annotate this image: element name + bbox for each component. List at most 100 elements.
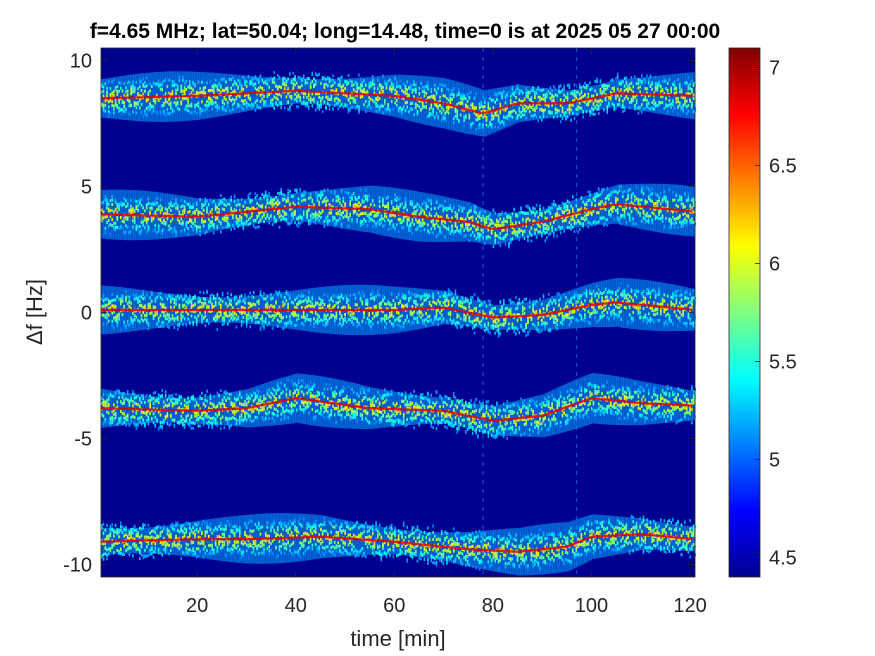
band-speckle: [251, 79, 253, 82]
band-speckle: [347, 216, 350, 220]
band-speckle: [675, 97, 678, 101]
band-speckle: [413, 83, 415, 87]
band-speckle: [509, 215, 512, 219]
band-speckle: [233, 194, 236, 198]
band-speckle: [542, 97, 545, 101]
band-speckle: [142, 219, 144, 223]
band-speckle: [656, 81, 659, 85]
band-speckle: [404, 84, 407, 88]
band-speckle: [106, 221, 108, 224]
band-speckle: [335, 102, 338, 106]
band-speckle: [183, 205, 186, 209]
band-speckle: [411, 220, 414, 224]
band-speckle: [559, 227, 562, 231]
band-speckle: [666, 204, 669, 208]
band-speckle: [139, 78, 141, 82]
band-speckle: [173, 227, 176, 231]
band-speckle: [325, 105, 327, 109]
band-speckle: [530, 226, 533, 230]
band-speckle: [604, 88, 607, 91]
band-speckle: [641, 198, 643, 202]
band-speckle: [373, 82, 376, 86]
band-speckle: [173, 101, 176, 105]
band-speckle: [302, 198, 305, 202]
band-speckle: [356, 84, 358, 88]
band-speckle: [223, 102, 226, 106]
band-speckle: [561, 106, 564, 110]
band-speckle: [494, 100, 496, 104]
band-speckle: [599, 192, 602, 196]
band-speckle: [199, 111, 201, 115]
band-speckle: [542, 229, 545, 232]
band-speckle: [534, 93, 536, 97]
band-speckle: [149, 82, 151, 86]
band-speckle: [411, 101, 414, 105]
band-speckle: [147, 105, 150, 109]
band-speckle: [437, 215, 439, 219]
band-speckle: [608, 213, 610, 216]
band-speckle: [551, 103, 553, 107]
band-speckle: [361, 91, 364, 95]
band-speckle: [183, 92, 186, 96]
band-speckle: [677, 205, 679, 209]
band-speckle: [432, 219, 434, 223]
band-speckle: [490, 219, 493, 222]
band-speckle: [465, 226, 467, 230]
band-speckle: [541, 118, 543, 122]
band-speckle: [239, 95, 241, 99]
band-speckle: [691, 79, 693, 83]
band-speckle: [352, 205, 355, 208]
band-speckle: [135, 106, 138, 110]
band-speckle: [125, 297, 127, 301]
band-speckle: [556, 207, 559, 211]
band-speckle: [144, 215, 146, 219]
band-speckle: [435, 104, 438, 108]
band-speckle: [189, 110, 191, 114]
band-speckle: [157, 217, 160, 221]
band-speckle: [178, 96, 181, 100]
band-speckle: [463, 115, 465, 119]
band-speckle: [603, 91, 605, 95]
band-speckle: [271, 202, 274, 206]
band-speckle: [114, 221, 117, 225]
band-speckle: [580, 216, 583, 220]
band-speckle: [120, 216, 122, 219]
band-speckle: [568, 107, 571, 111]
band-speckle: [444, 225, 446, 229]
band-speckle: [484, 97, 486, 101]
band-speckle: [208, 89, 210, 93]
band-speckle: [418, 218, 421, 222]
band-speckle: [490, 125, 493, 129]
band-speckle: [226, 202, 229, 206]
band-speckle: [263, 94, 265, 98]
band-speckle: [209, 99, 212, 103]
band-speckle: [658, 212, 660, 216]
band-speckle: [273, 76, 276, 80]
band-speckle: [377, 87, 379, 91]
band-speckle: [489, 236, 491, 239]
band-speckle: [149, 201, 151, 205]
band-speckle: [316, 194, 319, 198]
band-speckle: [673, 80, 676, 84]
band-speckle: [685, 81, 688, 85]
band-speckle: [226, 225, 229, 229]
band-speckle: [164, 96, 167, 100]
band-speckle: [201, 212, 203, 216]
band-speckle: [490, 221, 493, 225]
band-speckle: [180, 217, 182, 221]
band-speckle: [485, 123, 488, 127]
band-speckle: [168, 102, 170, 106]
band-speckle: [487, 228, 490, 232]
band-speckle: [114, 103, 117, 107]
band-speckle: [608, 96, 610, 99]
band-speckle: [523, 103, 526, 107]
band-speckle: [534, 113, 536, 117]
band-speckle: [266, 201, 269, 205]
band-speckle: [551, 202, 553, 206]
band-speckle: [387, 218, 389, 222]
band-speckle: [692, 201, 695, 205]
band-speckle: [535, 91, 538, 95]
band-speckle: [251, 199, 253, 203]
band-speckle: [218, 219, 220, 223]
band-speckle: [616, 103, 619, 107]
